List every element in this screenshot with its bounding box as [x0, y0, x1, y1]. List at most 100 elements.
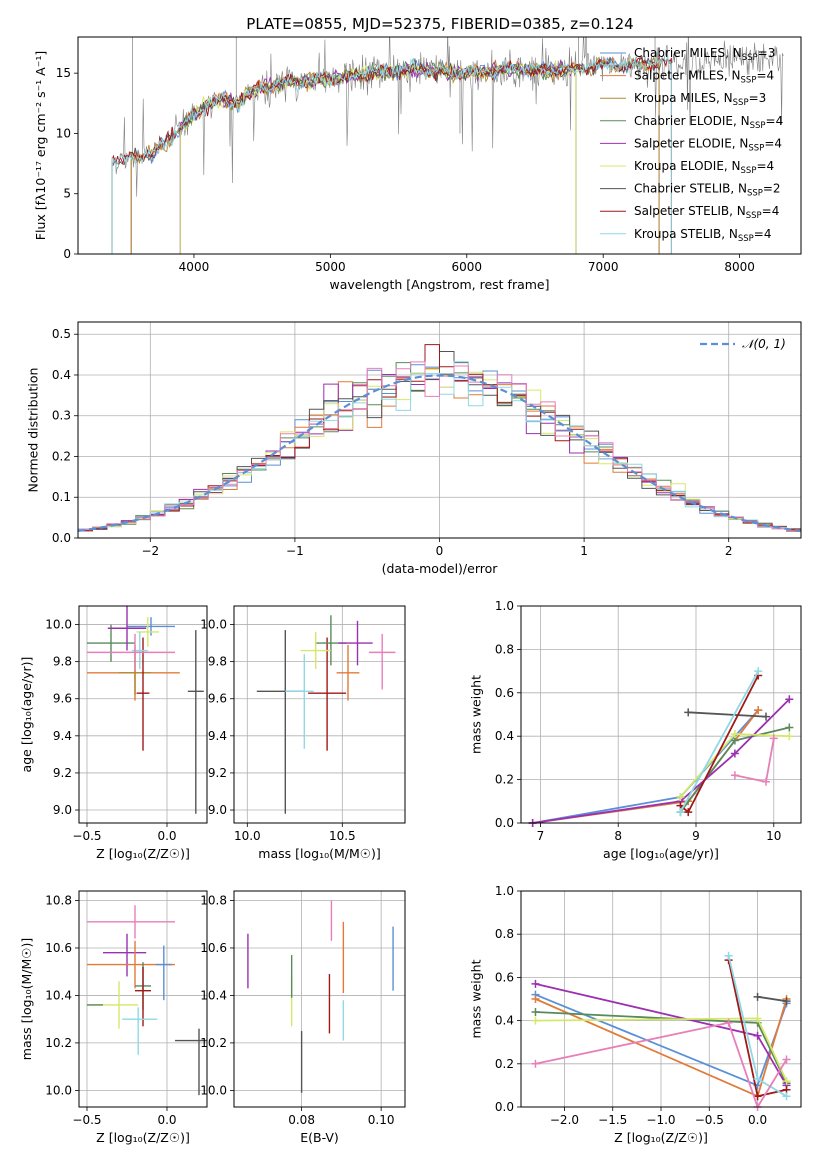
- weight-point: [531, 1059, 540, 1068]
- y-tick-label: 0.8: [495, 927, 514, 941]
- weight-point: [782, 1077, 791, 1086]
- model-line-salpeter-stelib: [111, 56, 672, 254]
- x-axis-label: wavelength [Angstrom, rest frame]: [329, 277, 549, 292]
- plot-frame: [77, 321, 802, 539]
- y-tick-label: 0.0: [52, 531, 71, 545]
- y-tick-label: 9.6: [53, 692, 72, 706]
- y-axis-label: mass weight: [469, 675, 484, 754]
- weight-point: [684, 808, 693, 817]
- x-tick-label: −2.0: [550, 1113, 579, 1127]
- x-tick-label: 1: [580, 544, 588, 558]
- weight-point: [782, 1055, 791, 1064]
- weight-line-pink: [535, 1021, 788, 1110]
- legend-entry: Chabrier MILES, NSSP=3: [634, 46, 775, 63]
- weight-point: [753, 1014, 762, 1023]
- y-tick-label: 9.8: [53, 655, 72, 669]
- x-tick-label: 2: [725, 544, 733, 558]
- spectrum-legend: Chabrier MILES, NSSP=3 Salpeter MILES, NS…: [600, 46, 783, 244]
- x-tick-label: 7000: [588, 260, 619, 274]
- weight-point: [724, 1018, 733, 1027]
- legend-entry: Salpeter MILES, NSSP=4: [634, 69, 774, 86]
- weight-line-chabrier-stelib: [688, 711, 767, 718]
- x-tick-label: −0.5: [695, 1113, 724, 1127]
- y-tick-label: 9.2: [53, 766, 72, 780]
- weight-point: [531, 979, 540, 988]
- y-tick-label: 10.4: [45, 988, 72, 1002]
- x-axis-label: age [log₁₀(age/yr)]: [603, 846, 719, 861]
- weight-point: [753, 1031, 762, 1040]
- x-tick-label: −0.5: [72, 1113, 101, 1127]
- weight-line-kroupa-stelib: [679, 670, 759, 813]
- legend-entry: 𝒩(0, 1): [742, 337, 786, 351]
- x-axis-label: Z [log₁₀(Z/Z☉)]: [96, 1130, 190, 1145]
- histogram-pink: [78, 361, 801, 532]
- y-tick-label: 10.2: [45, 1036, 72, 1050]
- y-tick-label: 10.6: [200, 941, 227, 955]
- y-axis-label: mass weight: [469, 959, 484, 1038]
- weight-point: [730, 730, 739, 739]
- x-tick-label: 0.0: [157, 829, 176, 843]
- y-tick-label: 9.2: [208, 766, 227, 780]
- y-tick-label: 10.8: [45, 893, 72, 907]
- weight-point: [676, 808, 685, 817]
- y-tick-label: 10.0: [200, 1083, 227, 1097]
- weight-point: [753, 1074, 762, 1083]
- x-tick-label: 7: [537, 829, 545, 843]
- y-tick-label: 0.2: [495, 1057, 514, 1071]
- weight-line-salpeter-elodie: [532, 698, 790, 824]
- x-tick-label: 0: [436, 544, 444, 558]
- plot-frame: [78, 605, 208, 824]
- chart-mass-weight-vs-age: 7 8 9 10 0.0 0.2 0.4 0.6 0.8 1.0 age [log₁₀(age/yr…: [469, 599, 802, 861]
- model-line-kroupa-stelib: [111, 55, 672, 254]
- x-tick-label: 0.0: [157, 1113, 176, 1127]
- weight-point: [730, 749, 739, 758]
- plot-frame: [233, 605, 406, 824]
- legend-entry: Salpeter ELODIE, NSSP=4: [634, 136, 782, 153]
- x-axis-label: Z [log₁₀(Z/Z☉)]: [96, 846, 190, 861]
- weight-point: [753, 1092, 762, 1101]
- y-tick-label: 9.6: [208, 692, 227, 706]
- y-tick-label: 1.0: [495, 884, 514, 898]
- x-tick-label: 0.0: [748, 1113, 767, 1127]
- weight-point: [762, 777, 770, 786]
- y-tick-label: 9.0: [53, 803, 72, 817]
- x-tick-label: 6000: [452, 260, 483, 274]
- x-tick-label: 0.08: [288, 1113, 315, 1127]
- x-tick-label: 5000: [315, 260, 346, 274]
- weight-point: [754, 706, 763, 715]
- x-tick-label: 8: [614, 829, 622, 843]
- x-tick-label: −1.0: [646, 1113, 675, 1127]
- y-tick-label: 9.4: [208, 729, 227, 743]
- weight-point: [531, 995, 540, 1003]
- legend-entry: Chabrier ELODIE, NSSP=4: [634, 114, 783, 131]
- y-tick-label: 0.0: [495, 816, 514, 830]
- y-tick-label: 1.0: [495, 599, 514, 613]
- y-tick-label: 10.0: [200, 618, 227, 632]
- weight-point: [785, 732, 794, 741]
- x-tick-label: −1.5: [598, 1113, 627, 1127]
- x-tick-label: −1: [286, 544, 304, 558]
- y-tick-label: 10.2: [200, 1036, 227, 1050]
- chart-age-vs-Z: −0.5 0.0 9.0 9.2 9.4 9.6 9.8 10.0 Z [log₁₀(Z/Z☉)…: [19, 605, 208, 861]
- y-tick-label: 15: [56, 66, 71, 80]
- spectrum-lines: [111, 37, 784, 254]
- normal-reference-curve: [78, 374, 801, 532]
- weight-point: [531, 1007, 540, 1016]
- y-tick-label: 0.5: [52, 327, 71, 341]
- plot-frame: [520, 890, 802, 1108]
- y-tick-label: 9.8: [208, 655, 227, 669]
- y-tick-label: 5: [63, 187, 71, 201]
- x-tick-label: 10.0: [234, 829, 261, 843]
- chart-mass-vs-ebv: 0.08 0.10 10.0 10.2 10.4 10.6 10.8 E(B-V): [200, 890, 406, 1145]
- weight-point: [684, 708, 693, 717]
- legend-entry: Kroupa MILES, NSSP=3: [634, 91, 766, 108]
- chart-spectrum: 4000 5000 6000 7000 8000 0 5 10 15 wavelength [An…: [33, 36, 802, 292]
- x-tick-label: 8000: [724, 260, 755, 274]
- y-tick-label: 0.6: [495, 686, 514, 700]
- x-tick-label: 10.5: [329, 829, 356, 843]
- y-tick-label: 10.0: [45, 618, 72, 632]
- plot-frame: [78, 890, 208, 1108]
- legend-entry: Kroupa ELODIE, NSSP=4: [634, 159, 774, 176]
